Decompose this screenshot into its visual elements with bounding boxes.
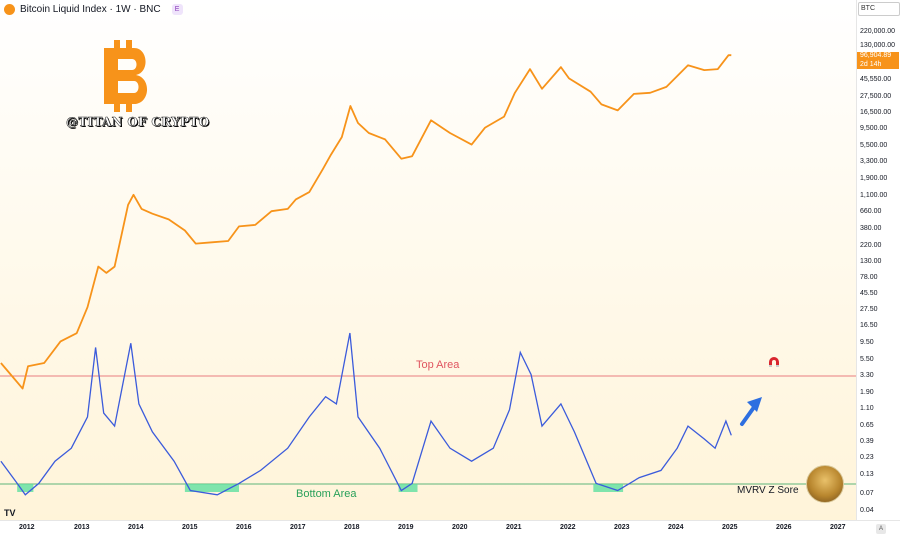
currency-selector[interactable]: BTC [858, 2, 900, 16]
price-chart [0, 54, 856, 496]
price-tick: 27.50 [860, 306, 878, 313]
price-tick: 1,900.00 [860, 175, 888, 182]
time-tick: 2024 [668, 524, 684, 531]
price-tick: 130.00 [860, 258, 882, 265]
price-tick: 3.30 [860, 372, 874, 379]
price-tick: 45.50 [860, 290, 878, 297]
indicator-label: MVRV Z Sore [737, 485, 799, 496]
price-tick: 0.13 [860, 471, 874, 478]
price-tick: 130,000.00 [860, 42, 896, 49]
time-tick: 2017 [290, 524, 306, 531]
watermark: @TITAN OF CRYPTO [66, 115, 210, 130]
time-tick: 2027 [830, 524, 846, 531]
bitcoin-icon [4, 3, 15, 15]
time-tick: 2020 [452, 524, 468, 531]
time-tick: 2019 [398, 524, 414, 531]
time-tick: 2026 [776, 524, 792, 531]
price-tick: 220.00 [860, 242, 882, 249]
tradingview-logo-icon: TV [4, 508, 16, 518]
time-tick: 2022 [560, 524, 576, 531]
price-tick: 5,500.00 [860, 142, 888, 149]
price-tick: 220,000.00 [860, 28, 896, 35]
price-tick: 0.07 [860, 490, 874, 497]
time-tick: 2016 [236, 524, 252, 531]
last-price-tag: 96,904.89 2d 14h [857, 52, 899, 69]
price-tick: 27,500.00 [860, 93, 892, 100]
price-tick: 9.50 [860, 339, 874, 346]
price-axis[interactable] [856, 0, 900, 520]
bottom-area-fill [398, 484, 418, 492]
price-tick: 5.50 [860, 356, 874, 363]
price-tick: 0.39 [860, 438, 874, 445]
auto-scale-button[interactable]: A [876, 524, 886, 534]
chart-title: Bitcoin Liquid Index · 1W · BNC [20, 3, 161, 15]
price-line [0, 54, 732, 390]
time-tick: 2013 [74, 524, 90, 531]
time-axis[interactable] [0, 520, 900, 537]
time-tick: 2018 [344, 524, 360, 531]
price-tick: 45,550.00 [860, 76, 892, 83]
time-tick: 2012 [19, 524, 35, 531]
time-tick: 2021 [506, 524, 522, 531]
price-tick: 9,500.00 [860, 125, 888, 132]
bottom-area-fill [17, 484, 34, 492]
price-tick: 16.50 [860, 322, 878, 329]
price-tick: 3,300.00 [860, 158, 888, 165]
price-tick: 1.10 [860, 405, 874, 412]
bottom-area-fill [184, 484, 239, 492]
time-tick: 2014 [128, 524, 144, 531]
price-tick: 0.04 [860, 507, 874, 514]
price-tick: 660.00 [860, 208, 882, 215]
price-tick: 0.65 [860, 422, 874, 429]
price-tick: 0.23 [860, 454, 874, 461]
bar-countdown: 2d 14h [860, 60, 882, 68]
price-tick: 1.90 [860, 389, 874, 396]
mvrv-line [0, 332, 732, 496]
top-area-label: Top Area [416, 359, 460, 371]
price-tick: 1,100.00 [860, 192, 888, 199]
trend-arrow [740, 397, 762, 426]
time-tick: 2025 [722, 524, 738, 531]
last-price-value: 96,904.89 [860, 52, 892, 59]
price-tick: 16,500.00 [860, 109, 892, 116]
price-tick: 78.00 [860, 274, 878, 281]
price-tick: 380.00 [860, 225, 882, 232]
e-badge[interactable]: E [171, 3, 183, 15]
chart-header: Bitcoin Liquid Index · 1W · BNC E [4, 2, 183, 16]
avatar [806, 465, 844, 503]
time-tick: 2015 [182, 524, 198, 531]
time-tick: 2023 [614, 524, 630, 531]
bottom-area-label: Bottom Area [296, 488, 357, 500]
